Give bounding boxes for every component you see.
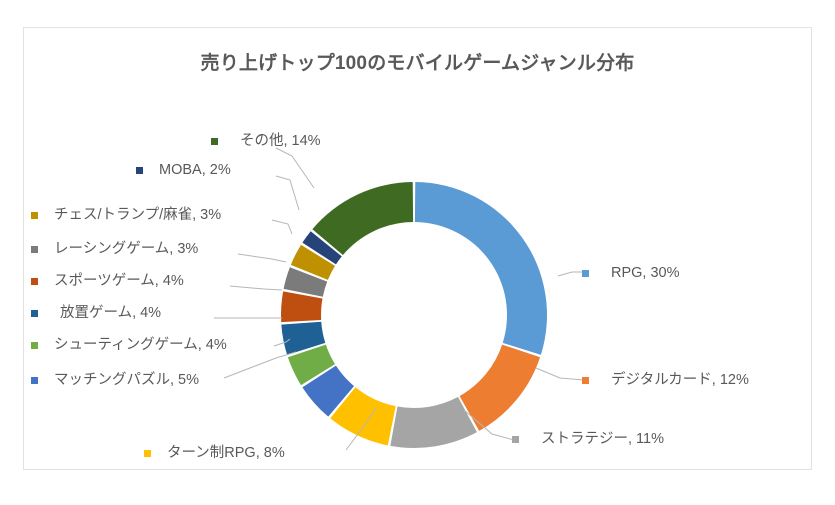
- swatch-turnrpg: [144, 450, 151, 458]
- doughnut-slice[interactable]: [390, 396, 477, 449]
- data-label-moba: MOBA, 2%: [136, 162, 231, 179]
- leader-line-rpg: [557, 271, 584, 277]
- data-label-rpg: RPG, 30%: [582, 265, 680, 282]
- leader-line-chess: [271, 219, 293, 235]
- doughnut-slices: [281, 182, 547, 449]
- doughnut-slice[interactable]: [281, 291, 323, 323]
- swatch-rpg: [582, 270, 589, 278]
- leader-line-matchpuzzle: [223, 351, 297, 379]
- doughnut-slice[interactable]: [312, 182, 414, 256]
- doughnut-svg: [214, 147, 585, 451]
- swatch-sonota: [211, 138, 218, 146]
- data-label-shooting: シューティングゲーム, 4%: [31, 337, 227, 354]
- data-label-turnrpg: ターン制RPG, 8%: [144, 445, 285, 462]
- data-label-matchpuzzle: マッチングパズル, 5%: [31, 372, 199, 389]
- chart-title: 売り上げトップ100のモバイルゲームジャンル分布: [200, 53, 635, 74]
- data-label-digitalcard: デジタルカード, 12%: [582, 372, 749, 389]
- doughnut-slice[interactable]: [287, 344, 336, 386]
- swatch-chess: [31, 212, 38, 220]
- data-label-sports: スポーツゲーム, 4%: [31, 273, 184, 290]
- leader-line-racing: [237, 253, 287, 263]
- swatch-strategy: [512, 436, 519, 444]
- data-label-sonota: その他, 14%: [211, 133, 321, 150]
- data-label-strategy: ストラテジー, 11%: [512, 431, 664, 448]
- doughnut-slice[interactable]: [302, 231, 342, 265]
- doughnut-slice[interactable]: [414, 182, 547, 355]
- swatch-shooting: [31, 342, 38, 350]
- swatch-racing: [31, 246, 38, 254]
- swatch-sports: [31, 278, 38, 286]
- data-label-chess: チェス/トランプ/麻雀, 3%: [31, 207, 221, 224]
- swatch-digitalcard: [582, 377, 589, 385]
- leader-line-turnrpg: [345, 407, 377, 451]
- doughnut-slice[interactable]: [302, 365, 355, 417]
- chart-frame: 売り上げトップ100のモバイルゲームジャンル分布: [23, 27, 812, 470]
- leader-line-digitalcard: [535, 367, 585, 381]
- leader-line-sonota: [275, 147, 315, 189]
- doughnut-slice[interactable]: [330, 387, 396, 446]
- doughnut-slice[interactable]: [281, 321, 326, 355]
- doughnut-slice[interactable]: [459, 344, 541, 431]
- leader-line-shooting: [273, 338, 291, 347]
- data-label-racing: レーシングゲーム, 3%: [31, 241, 198, 258]
- swatch-matchpuzzle: [31, 377, 38, 385]
- doughnut-chart-plot-area: その他, 14% MOBA, 2% チェス/トランプ/麻雀, 3% レーシングゲ…: [24, 28, 813, 471]
- doughnut-slice[interactable]: [290, 244, 336, 280]
- swatch-moba: [136, 167, 143, 175]
- swatch-idle: [31, 310, 38, 318]
- doughnut-slice[interactable]: [283, 267, 328, 297]
- leader-line-strategy: [463, 409, 515, 441]
- data-label-idle: 放置ゲーム, 4%: [31, 305, 161, 322]
- leader-lines: [214, 147, 585, 451]
- leader-line-sports: [229, 285, 283, 291]
- leader-line-moba: [275, 175, 300, 211]
